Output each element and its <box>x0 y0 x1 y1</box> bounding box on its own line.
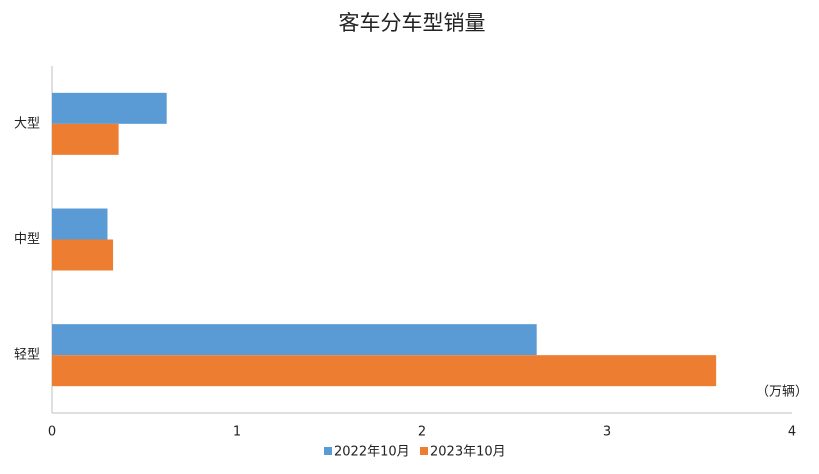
unit-label: （万辆） <box>756 385 808 400</box>
x-tick-label: 0 <box>48 425 56 440</box>
y-tick-label: 中型 <box>14 232 40 247</box>
x-tick-label: 3 <box>603 425 611 440</box>
y-tick-label: 轻型 <box>14 348 40 363</box>
bar <box>52 208 108 240</box>
x-tick-label: 1 <box>233 425 241 440</box>
bar <box>52 324 537 356</box>
legend-swatch <box>420 447 428 455</box>
bar <box>52 123 119 155</box>
y-tick-label: 大型 <box>14 116 40 131</box>
legend-label: 2023年10月 <box>430 445 506 460</box>
legend-swatch <box>324 447 332 455</box>
bar <box>52 239 114 271</box>
legend-label: 2022年10月 <box>334 445 410 460</box>
x-tick-label: 4 <box>788 425 796 440</box>
bar <box>52 355 717 387</box>
x-tick-label: 2 <box>418 425 426 440</box>
chart-title: 客车分车型销量 <box>339 11 486 35</box>
bar <box>52 92 167 124</box>
